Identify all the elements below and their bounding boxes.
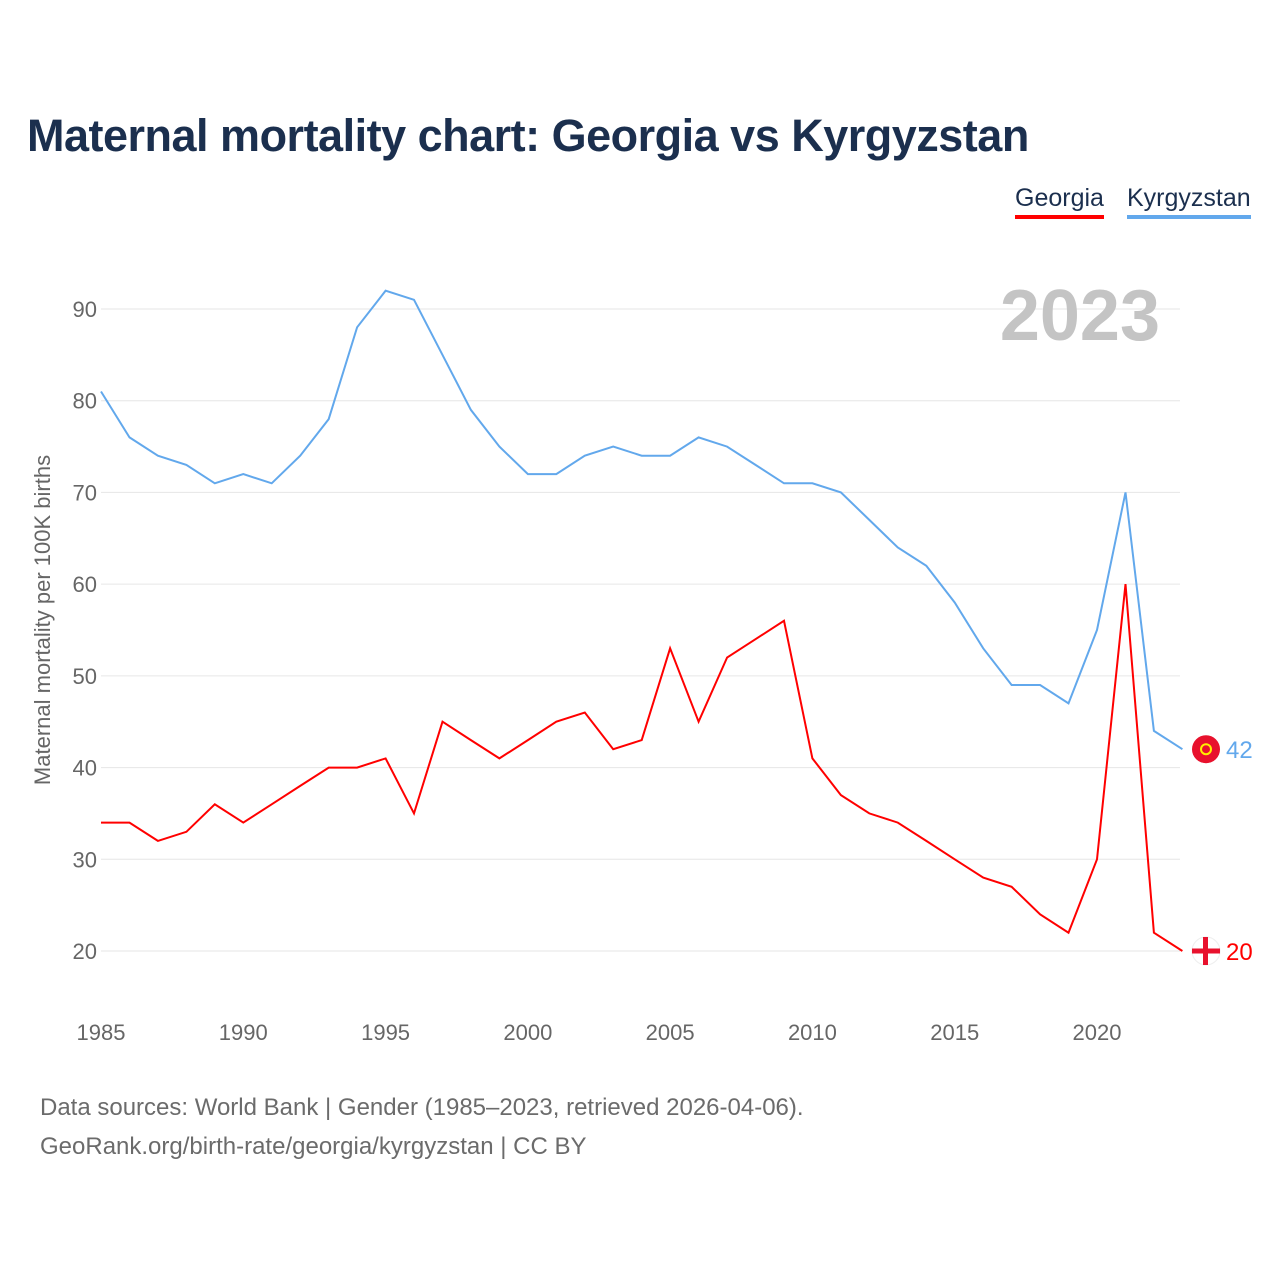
x-tick-label: 2015 [930,1020,979,1045]
end-value-label: 42 [1226,737,1253,764]
y-tick-label: 60 [73,572,97,597]
x-tick-label: 2005 [646,1020,695,1045]
x-tick-label: 2000 [503,1020,552,1045]
y-tick-label: 20 [73,939,97,964]
chart-title: Maternal mortality chart: Georgia vs Kyr… [27,110,1029,161]
y-tick-label: 80 [73,389,97,414]
y-tick-label: 40 [73,756,97,781]
flag-cross [1192,948,1220,954]
end-value-label: 20 [1226,939,1253,966]
series-line-kyrgyzstan [100,289,1183,751]
y-tick-label: 30 [73,847,97,872]
y-tick-label: 90 [73,297,97,322]
legend-georgia[interactable]: Georgia [1015,184,1104,219]
series-line-georgia [101,583,1183,952]
x-tick-label: 1985 [77,1020,126,1045]
kyrgyzstan-flag-icon [1192,735,1220,764]
y-axis-label: Maternal mortality per 100K births [30,455,55,785]
legend-kyrgyzstan[interactable]: Kyrgyzstan [1127,184,1251,219]
sun-icon [1200,743,1212,756]
y-tick-label: 50 [73,664,97,689]
source-text: Data sources: World Bank | Gender (1985–… [40,1094,804,1121]
year-watermark: 2023 [1000,276,1160,356]
x-tick-label: 1995 [361,1020,410,1045]
x-tick-label: 2020 [1073,1020,1122,1045]
footer: Data sources: World Bank | Gender (1985–… [40,1088,804,1166]
x-tick-label: 2010 [788,1020,837,1045]
y-tick-label: 70 [73,480,97,505]
x-tick-label: 1990 [219,1020,268,1045]
attribution-link[interactable]: GeoRank.org/birth-rate/georgia/kyrgyzsta… [40,1133,587,1160]
